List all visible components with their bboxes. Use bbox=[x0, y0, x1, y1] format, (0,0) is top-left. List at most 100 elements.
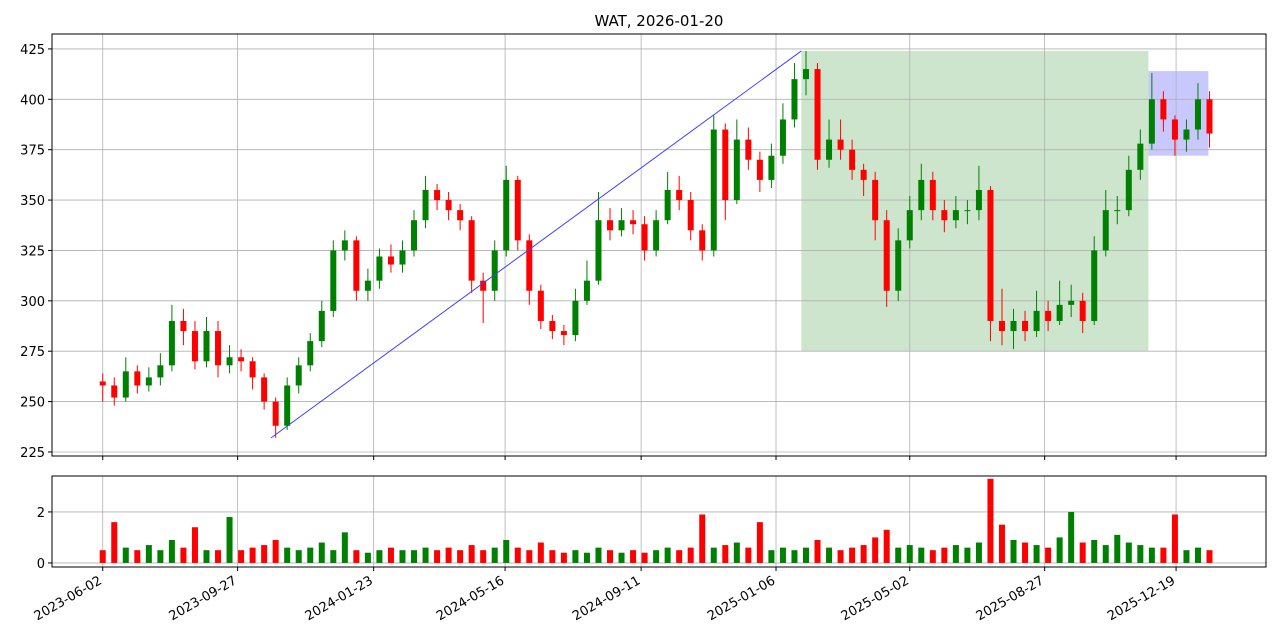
candle-body bbox=[664, 189, 671, 221]
x-tick-label: 2025-01-06 bbox=[705, 573, 778, 624]
volume-bar bbox=[710, 547, 717, 563]
volume-bar bbox=[872, 537, 879, 563]
candle-body bbox=[895, 240, 902, 291]
volume-bar bbox=[664, 547, 671, 563]
candle-body bbox=[537, 290, 544, 321]
y-tick-label: 2 bbox=[37, 506, 45, 521]
candle-body bbox=[1091, 250, 1098, 321]
candle-body bbox=[630, 220, 637, 225]
candle-body bbox=[1068, 300, 1075, 305]
x-tick-label: 2023-09-27 bbox=[167, 573, 240, 624]
candle-body bbox=[733, 139, 740, 201]
candle-body bbox=[122, 371, 129, 398]
volume-bar bbox=[491, 547, 498, 563]
candle-body bbox=[814, 69, 821, 160]
candle-body bbox=[756, 159, 763, 180]
candle-body bbox=[779, 119, 786, 156]
volume-bar bbox=[480, 550, 487, 563]
volume-bar bbox=[641, 552, 648, 563]
candle-body bbox=[768, 155, 775, 180]
candle-body bbox=[1171, 119, 1178, 140]
candle-body bbox=[837, 139, 844, 150]
candle-body bbox=[411, 220, 418, 251]
volume-bar bbox=[238, 550, 245, 563]
y-tick-label: 350 bbox=[20, 194, 45, 209]
volume-bar bbox=[1033, 545, 1040, 563]
volume-bar bbox=[203, 550, 210, 563]
candle-body bbox=[399, 250, 406, 265]
candle-body bbox=[802, 69, 809, 80]
candle-body bbox=[295, 365, 302, 386]
x-tick-label: 2024-05-16 bbox=[434, 573, 507, 624]
volume-bar bbox=[583, 552, 590, 563]
candle-body bbox=[318, 310, 325, 342]
candle-body bbox=[272, 401, 279, 426]
volume-bar bbox=[964, 547, 971, 563]
volume-bar bbox=[756, 522, 763, 563]
volume-bar bbox=[906, 545, 913, 563]
candle-body bbox=[422, 189, 429, 221]
y-tick-label: 250 bbox=[20, 396, 45, 411]
candle-body bbox=[445, 200, 452, 211]
volume-bar bbox=[814, 539, 821, 563]
trend-line bbox=[270, 50, 802, 439]
candle-body bbox=[849, 149, 856, 170]
volume-bar bbox=[1171, 514, 1178, 563]
volume-bar bbox=[1022, 542, 1029, 563]
volume-bar bbox=[445, 547, 452, 563]
volume-bar bbox=[215, 550, 222, 563]
x-tick-label: 2025-12-19 bbox=[1105, 573, 1178, 624]
volume-bar bbox=[998, 524, 1005, 563]
y-tick-label: 300 bbox=[20, 295, 45, 310]
candle-body bbox=[249, 361, 256, 378]
y-tick-label: 275 bbox=[20, 345, 45, 360]
volume-bar bbox=[929, 550, 936, 563]
candle-body bbox=[918, 179, 925, 211]
volume-bar bbox=[318, 542, 325, 563]
candle-body bbox=[1022, 320, 1029, 332]
volume-bar bbox=[434, 550, 441, 563]
volume-bar bbox=[284, 547, 291, 563]
volume-bar bbox=[226, 517, 233, 563]
volume-bar bbox=[503, 539, 510, 563]
volume-bar bbox=[791, 550, 798, 563]
volume-bar bbox=[514, 547, 521, 563]
volume-bar bbox=[111, 522, 118, 563]
volume-bar bbox=[134, 550, 141, 563]
volume-bar bbox=[145, 545, 152, 563]
volume-bar bbox=[618, 552, 625, 563]
candle-body bbox=[1102, 210, 1109, 251]
candle-body bbox=[503, 179, 510, 251]
candle-body bbox=[653, 220, 660, 251]
candle-body bbox=[434, 189, 441, 201]
candle-body bbox=[607, 220, 614, 231]
candle-body bbox=[284, 385, 291, 426]
volume-bar bbox=[1137, 545, 1144, 563]
volume-bar bbox=[330, 550, 337, 563]
volume-bar bbox=[249, 547, 256, 563]
candle-body bbox=[468, 220, 475, 281]
volume-bar bbox=[1194, 547, 1201, 563]
candle-body bbox=[1033, 310, 1040, 332]
candle-body bbox=[457, 210, 464, 221]
volume-bar bbox=[895, 547, 902, 563]
candle-body bbox=[883, 220, 890, 291]
volume-bar bbox=[376, 550, 383, 563]
volume-bar bbox=[837, 550, 844, 563]
candle-body bbox=[1010, 320, 1017, 332]
volume-bar bbox=[1148, 547, 1155, 563]
candle-body bbox=[376, 256, 383, 281]
volume-bar bbox=[1079, 542, 1086, 563]
candle-body bbox=[952, 210, 959, 221]
candle-body bbox=[261, 377, 268, 402]
volume-bar bbox=[1206, 550, 1213, 563]
candle-body bbox=[387, 256, 394, 265]
candle-body bbox=[975, 189, 982, 211]
volume-bar bbox=[353, 550, 360, 563]
candle-body bbox=[722, 129, 729, 201]
candle-body bbox=[1160, 99, 1167, 120]
x-tick-label: 2024-09-11 bbox=[570, 573, 643, 624]
candle-body bbox=[157, 365, 164, 378]
volume-bar bbox=[860, 545, 867, 563]
